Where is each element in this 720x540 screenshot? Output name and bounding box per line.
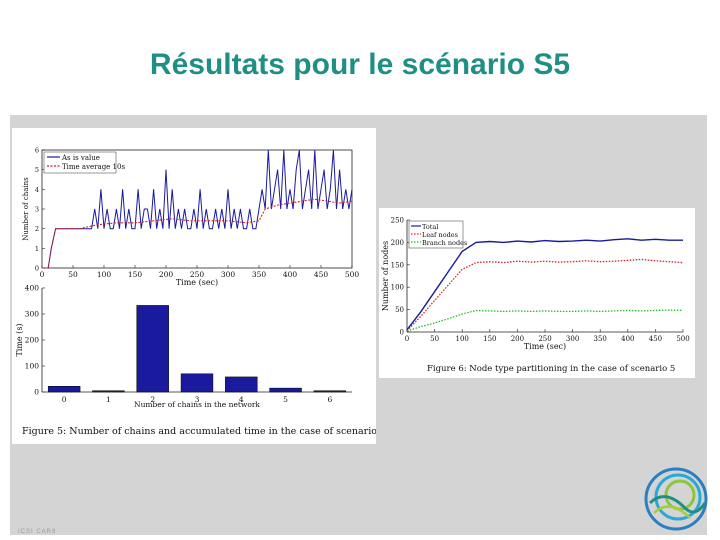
y-tick-label: 150 [391, 261, 404, 269]
y-tick-label: 6 [35, 147, 39, 155]
slide-title: Résultats pour le scénario S5 [149, 48, 571, 81]
x-tick-label: 450 [314, 270, 329, 279]
x-tick-label: 4 [239, 395, 244, 404]
x-tick-label: 50 [430, 335, 439, 343]
x-axis-label: Number of chains in the network [134, 400, 260, 409]
legend-label: Time average 10s [62, 163, 125, 171]
figure-6-svg: 0 50 100 150 200 250 300 350 400 450 500 0 50 100 150 2… [381, 217, 690, 375]
bar [313, 390, 347, 393]
legend-label: As is value [61, 154, 100, 162]
legend-label: Leaf nodes [422, 231, 458, 239]
x-tick-label: 300 [566, 335, 579, 343]
series-time-average [42, 198, 353, 269]
x-tick-label: 3 [195, 395, 200, 404]
x-tick-label: 150 [128, 270, 143, 279]
legend-box [43, 151, 117, 174]
series-branch-nodes [406, 309, 684, 332]
y-tick-label: 50 [395, 306, 404, 314]
x-tick-label: 450 [649, 335, 662, 343]
y-tick-label: 200 [25, 336, 40, 345]
y-tick-label: 0 [400, 329, 404, 337]
footer-text: ICSI CAR8 [18, 529, 57, 535]
x-tick-label: 100 [456, 335, 469, 343]
figure-5: 0 50 100 150 200 250 300 350 400 450 500 0 1 2 3 4 5 6 Tim… [12, 128, 386, 444]
y-tick-label: 3 [35, 206, 39, 214]
y-axis-label: Number of nodes [381, 241, 390, 311]
x-tick-label: 1 [106, 395, 111, 404]
y-axis-label: Number of chains [22, 177, 30, 241]
x-tick-label: 500 [676, 335, 689, 343]
x-tick-label: 5 [283, 395, 288, 404]
x-tick-label: 200 [511, 335, 524, 343]
chart-time-per-chain-count: 0 100 200 300 400 0 1 2 3 4 5 6 Number of chains in … [15, 284, 352, 409]
bar [225, 376, 258, 393]
y-tick-label: 1 [35, 245, 39, 253]
y-tick-label: 250 [391, 217, 404, 225]
corner-logo-icon [644, 467, 708, 531]
y-tick-label: 400 [25, 284, 40, 293]
x-tick-label: 300 [221, 270, 236, 279]
chart-chains-over-time: 0 50 100 150 200 250 300 350 400 450 500 0 1 2 3 4 5 6 Tim… [22, 147, 359, 288]
bar [269, 387, 302, 393]
y-tick-label: 300 [25, 310, 40, 319]
y-tick-label: 0 [35, 265, 39, 273]
chart-node-types: 0 50 100 150 200 250 300 350 400 450 500 0 50 100 150 2… [381, 217, 690, 352]
bar [136, 305, 169, 393]
y-tick-label: 5 [35, 166, 39, 174]
x-tick-label: 200 [159, 270, 174, 279]
y-tick-label: 100 [25, 362, 40, 371]
x-tick-label: 250 [190, 270, 205, 279]
x-tick-label: 250 [538, 335, 551, 343]
series-as-is-value [42, 149, 353, 269]
x-tick-label: 350 [252, 270, 267, 279]
legend-label: Total [422, 223, 438, 231]
y-tick-label: 2 [35, 225, 39, 233]
y-tick-label: 200 [391, 239, 404, 247]
bar [180, 373, 214, 393]
figure-5-caption: Figure 5: Number of chains and accumulat… [22, 426, 376, 437]
series-leaf-nodes [406, 258, 684, 332]
series-total [406, 238, 683, 331]
y-tick-label: 100 [391, 284, 404, 292]
x-tick-label: 0 [405, 335, 409, 343]
x-tick-label: 350 [594, 335, 607, 343]
x-tick-label: 150 [483, 335, 496, 343]
x-tick-label: 50 [68, 270, 78, 279]
x-tick-label: 0 [40, 270, 45, 279]
legend-label: Branch nodes [422, 239, 467, 247]
bar [92, 390, 125, 393]
x-tick-label: 0 [62, 395, 67, 404]
figure-6: 0 50 100 150 200 250 300 350 400 450 500 0 50 100 150 2… [379, 208, 695, 378]
x-tick-label: 400 [283, 270, 298, 279]
figure-6-caption: Figure 6: Node type partitioning in the … [427, 364, 675, 374]
x-tick-label: 6 [327, 395, 332, 404]
x-tick-label: 100 [97, 270, 112, 279]
figure-5-svg: 0 50 100 150 200 250 300 350 400 450 5000123456Tim… [15, 147, 386, 438]
y-tick-label: 0 [34, 388, 39, 397]
y-tick-label: 4 [35, 186, 39, 194]
x-tick-label: 500 [345, 270, 360, 279]
x-axis-label: Time (sec) [176, 278, 218, 287]
x-axis-label: Time (sec) [524, 342, 566, 351]
x-tick-label: 2 [150, 395, 155, 404]
x-tick-label: 400 [621, 335, 634, 343]
y-axis-label: Time (s) [15, 323, 24, 356]
bar [47, 386, 81, 393]
